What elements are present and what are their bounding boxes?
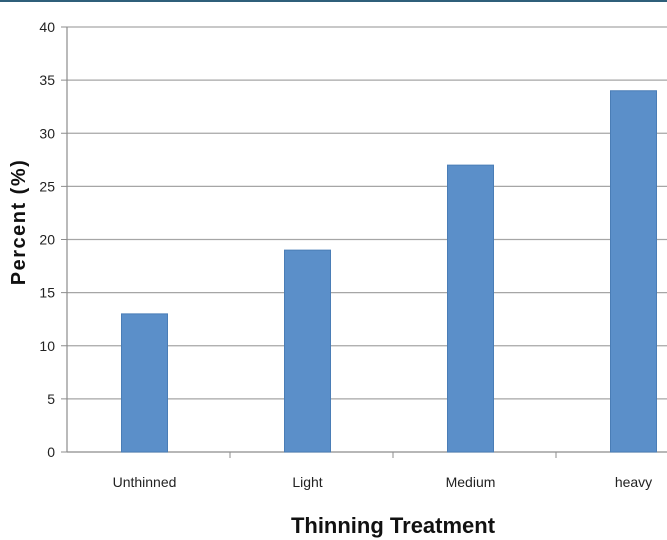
x-axis-title: Thinning Treatment	[291, 513, 496, 538]
y-tick-label: 20	[39, 232, 55, 248]
y-tick-label: 35	[39, 72, 55, 88]
y-axis-title: Percent (%)	[8, 159, 30, 286]
x-tick-labels: Unthinned Light Medium heavy	[113, 474, 653, 490]
y-tick-labels: 0 5 10 15 20 25 30 35 40	[39, 19, 55, 460]
x-tick-label-medium: Medium	[446, 474, 496, 490]
y-tick-label: 15	[39, 285, 55, 301]
y-tick-label: 10	[39, 338, 55, 354]
x-tick-label-heavy: heavy	[615, 474, 652, 490]
bar-medium	[447, 164, 494, 453]
y-tick-label: 25	[39, 178, 55, 194]
y-tick-label: 0	[47, 444, 55, 460]
x-tick-label-unthinned: Unthinned	[113, 474, 177, 490]
y-tick-label: 30	[39, 125, 55, 141]
y-tick-label: 5	[47, 391, 55, 407]
bars	[121, 90, 657, 453]
bar-unthinned	[121, 313, 168, 453]
bar-heavy	[610, 90, 657, 453]
y-tick-label: 40	[39, 19, 55, 35]
bar-light	[284, 249, 331, 453]
x-tick-label-light: Light	[292, 474, 322, 490]
